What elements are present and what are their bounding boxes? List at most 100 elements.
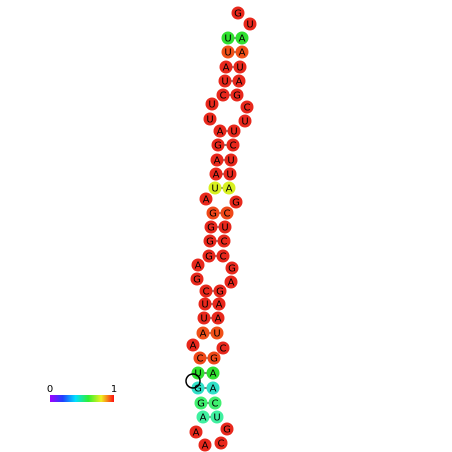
nucleotide <box>213 284 227 298</box>
nucleotide-label: A <box>193 428 200 439</box>
nucleotide <box>232 74 246 88</box>
nucleotide <box>207 351 221 365</box>
nucleotide-label: U <box>213 329 220 340</box>
nucleotide <box>211 311 225 325</box>
nucleotide <box>191 381 205 395</box>
nucleotide <box>216 88 230 102</box>
nucleotide <box>219 60 233 74</box>
nucleotide-label: A <box>190 341 197 352</box>
nucleotide <box>238 114 252 128</box>
nucleotide-label: U <box>200 314 207 325</box>
nucleotide <box>198 438 212 452</box>
nucleotide <box>225 261 239 275</box>
nucleotide-label: A <box>239 34 246 45</box>
nucleotide <box>230 88 244 102</box>
nucleotide-label: U <box>206 115 213 126</box>
nucleotide <box>206 366 220 380</box>
nucleotide <box>209 167 223 181</box>
nucleotide-label: G <box>232 198 240 209</box>
nucleotide <box>206 206 220 220</box>
nucleotide-label: G <box>194 384 202 395</box>
nucleotide-label: G <box>207 223 215 234</box>
nucleotide <box>243 17 257 31</box>
nucleotide-label: U <box>213 413 220 424</box>
nucleotide-label: A <box>226 184 233 195</box>
nucleotide-label: A <box>214 156 221 167</box>
nucleotide <box>224 153 238 167</box>
nucleotide <box>206 381 220 395</box>
nucleotide-label: G <box>233 91 241 102</box>
nucleotide-label: U <box>224 34 231 45</box>
nucleotide-label: G <box>209 209 217 220</box>
nucleotide <box>240 100 254 114</box>
nucleotide <box>235 45 249 59</box>
nucleotide-label: U <box>211 184 218 195</box>
nucleotide-label: U <box>230 127 237 138</box>
nucleotide-label: U <box>246 20 253 31</box>
nucleotide-label: C <box>212 399 219 410</box>
nucleotide <box>210 326 224 340</box>
nucleotide-label: U <box>227 156 234 167</box>
nucleotide <box>216 341 230 355</box>
nucleotide-label: U <box>221 77 228 88</box>
nucleotide <box>196 326 210 340</box>
nucleotide <box>191 366 205 380</box>
nucleotide <box>227 124 241 138</box>
nucleotide-label: C <box>230 141 237 152</box>
nucleotide <box>223 167 237 181</box>
nucleotide <box>199 192 213 206</box>
nucleotide-label: A <box>200 413 207 424</box>
nucleotide-label: A <box>210 384 217 395</box>
color-bar <box>50 395 114 402</box>
nucleotide <box>221 31 235 45</box>
nucleotide <box>220 206 234 220</box>
nucleotide-label: A <box>239 48 246 59</box>
nucleotide-label: A <box>210 369 217 380</box>
nucleotide-label: G <box>206 237 214 248</box>
nucleotide <box>218 74 232 88</box>
nucleotide-label: U <box>226 170 233 181</box>
colorbar-min: 0 <box>47 384 53 395</box>
nucleotide-label: U <box>221 223 228 234</box>
nucleotide-label: C <box>220 344 227 355</box>
nucleotide-label: C <box>197 354 204 365</box>
nucleotide <box>194 396 208 410</box>
nucleotide <box>221 45 235 59</box>
nucleotide-label: U <box>241 117 248 128</box>
nucleotide-label: A <box>203 195 210 206</box>
nucleotide-label: A <box>213 170 220 181</box>
nucleotide <box>203 234 217 248</box>
nucleotide <box>202 249 216 263</box>
nucleotide <box>191 258 205 272</box>
nucleotide-label: A <box>202 441 209 452</box>
colorbar-max: 1 <box>111 384 117 395</box>
nucleotide-label: U <box>194 369 201 380</box>
nucleotide <box>211 138 225 152</box>
nucleotide-label: A <box>223 63 230 74</box>
nucleotide <box>229 195 243 209</box>
nucleotide <box>186 338 200 352</box>
nucleotide-label: G <box>234 9 242 20</box>
nucleotide-label: C <box>224 209 231 220</box>
nucleotide-label: G <box>214 141 222 152</box>
nucleotide-label: G <box>205 252 213 263</box>
nucleotide-label: A <box>200 329 207 340</box>
nucleotide <box>226 138 240 152</box>
nucleotide-label: G <box>210 354 218 365</box>
nucleotide <box>196 410 210 424</box>
nucleotide <box>213 124 227 138</box>
nucleotide <box>193 351 207 365</box>
nucleotide-label: A <box>228 278 235 289</box>
nucleotide <box>212 297 226 311</box>
nucleotide-label: A <box>215 314 222 325</box>
nucleotide <box>216 249 230 263</box>
nucleotide-label: G <box>228 264 236 275</box>
nucleotide-label: U <box>224 48 231 59</box>
nucleotide <box>189 425 203 439</box>
five-prime-marker <box>185 373 201 389</box>
nucleotide <box>210 410 224 424</box>
nucleotide <box>214 436 228 450</box>
nucleotide <box>231 6 245 20</box>
nucleotide-label: A <box>217 127 224 138</box>
